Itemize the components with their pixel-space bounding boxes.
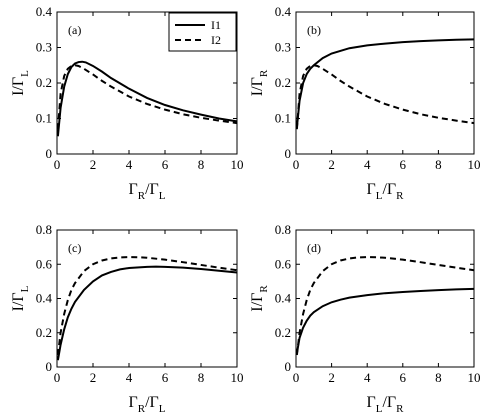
x-axis-label: ΓL/ΓR xyxy=(366,181,404,202)
series-line-i1 xyxy=(295,287,475,354)
x-axis-label-main: Γ xyxy=(366,181,375,198)
y-tick-label: 0.8 xyxy=(275,222,291,237)
legend-box xyxy=(168,12,237,52)
panel-label: (c) xyxy=(68,241,81,255)
x-axis-label-sub2: L xyxy=(159,403,166,415)
x-axis-label-sub2: R xyxy=(396,190,404,202)
x-tick-label: 0 xyxy=(293,370,300,385)
x-axis-label-mid: /Γ xyxy=(382,181,396,198)
x-tick-label: 6 xyxy=(162,157,169,172)
y-tick-label: 0 xyxy=(285,359,292,374)
x-axis-label-sub2: L xyxy=(159,190,166,202)
plot-frame xyxy=(295,11,475,155)
x-axis-label-sub: R xyxy=(138,403,146,415)
x-tick-label: 4 xyxy=(364,370,371,385)
y-tick-label: 0.2 xyxy=(275,325,291,340)
legend-label: I2 xyxy=(211,33,221,47)
y-axis-label: I/ΓL xyxy=(10,285,31,311)
x-axis-label-main: Γ xyxy=(128,394,137,411)
plot-frame xyxy=(56,229,238,368)
panel-label: (d) xyxy=(307,241,321,255)
y-axis-label-sub: L xyxy=(19,70,31,77)
x-axis-label: ΓR/ΓL xyxy=(128,394,165,415)
x-tick-label: 4 xyxy=(126,370,133,385)
y-tick-label: 0.3 xyxy=(275,40,291,55)
x-tick-label: 0 xyxy=(54,157,61,172)
panel-label: (b) xyxy=(307,23,321,37)
x-tick-label: 8 xyxy=(435,157,442,172)
y-axis-label-sub: R xyxy=(258,69,270,77)
y-tick-label: 0.2 xyxy=(36,325,52,340)
series-line-i2 xyxy=(295,64,475,130)
y-axis-label-sub: R xyxy=(258,285,270,293)
x-tick-label: 2 xyxy=(328,370,335,385)
y-axis-label-main: I/Γ xyxy=(249,77,266,96)
y-axis-label: I/ΓL xyxy=(10,70,31,96)
y-axis-label-sub: L xyxy=(19,285,31,292)
x-tick-label: 10 xyxy=(231,157,244,172)
y-tick-label: 0 xyxy=(46,359,53,374)
x-axis-label-mid: /Γ xyxy=(145,181,159,198)
x-tick-label: 6 xyxy=(162,370,169,385)
y-axis-label: I/ΓR xyxy=(249,69,270,96)
x-axis-label-main: Γ xyxy=(128,181,137,198)
x-axis-label-mid: /Γ xyxy=(382,394,396,411)
x-axis-label-sub: L xyxy=(376,190,383,202)
y-tick-label: 0.3 xyxy=(36,40,52,55)
y-tick-label: 0.1 xyxy=(275,111,291,126)
y-tick-label: 0.2 xyxy=(275,75,291,90)
x-axis-label-sub: R xyxy=(138,190,146,202)
y-tick-label: 0.8 xyxy=(36,222,52,237)
x-tick-label: 2 xyxy=(328,157,335,172)
x-tick-label: 6 xyxy=(400,370,407,385)
series-line-i1 xyxy=(56,265,238,361)
y-axis-label-main: I/Γ xyxy=(249,293,266,312)
x-tick-label: 10 xyxy=(468,157,481,172)
y-tick-label: 0 xyxy=(46,146,53,161)
x-tick-label: 2 xyxy=(90,370,97,385)
x-axis-label: ΓR/ΓL xyxy=(128,181,165,202)
x-tick-label: 0 xyxy=(293,157,300,172)
x-tick-label: 10 xyxy=(231,370,244,385)
x-axis-label-mid: /Γ xyxy=(145,394,159,411)
plot-frame xyxy=(295,229,475,368)
y-tick-label: 0.4 xyxy=(36,4,53,19)
series-line-i2 xyxy=(56,256,238,356)
y-axis-label: I/ΓR xyxy=(249,285,270,312)
series-line-i1 xyxy=(295,38,475,128)
y-tick-label: 0.1 xyxy=(36,111,52,126)
series-line-i1 xyxy=(56,60,238,137)
y-tick-label: 0.2 xyxy=(36,75,52,90)
x-tick-label: 10 xyxy=(468,370,481,385)
x-axis-label-sub2: R xyxy=(396,403,404,415)
x-tick-label: 8 xyxy=(435,370,442,385)
x-axis-label-sub: L xyxy=(376,403,383,415)
y-axis-label-main: I/Γ xyxy=(10,77,27,96)
x-tick-label: 0 xyxy=(54,370,61,385)
y-tick-label: 0.4 xyxy=(275,291,292,306)
y-axis-label-main: I/Γ xyxy=(10,292,27,311)
series-line-i2 xyxy=(295,256,475,356)
y-tick-label: 0.4 xyxy=(36,291,53,306)
x-tick-label: 6 xyxy=(400,157,407,172)
y-tick-label: 0.6 xyxy=(36,256,53,271)
x-tick-label: 8 xyxy=(198,370,205,385)
series-line-i2 xyxy=(56,64,238,130)
x-tick-label: 8 xyxy=(198,157,205,172)
x-tick-label: 2 xyxy=(90,157,97,172)
x-tick-label: 4 xyxy=(126,157,133,172)
y-tick-label: 0 xyxy=(285,146,292,161)
y-tick-label: 0.4 xyxy=(275,4,292,19)
legend-label: I1 xyxy=(211,18,221,32)
y-tick-label: 0.6 xyxy=(275,256,292,271)
x-axis-label: ΓL/ΓR xyxy=(366,394,404,415)
panel-label: (a) xyxy=(68,23,81,37)
x-axis-label-main: Γ xyxy=(366,394,375,411)
x-tick-label: 4 xyxy=(364,157,371,172)
